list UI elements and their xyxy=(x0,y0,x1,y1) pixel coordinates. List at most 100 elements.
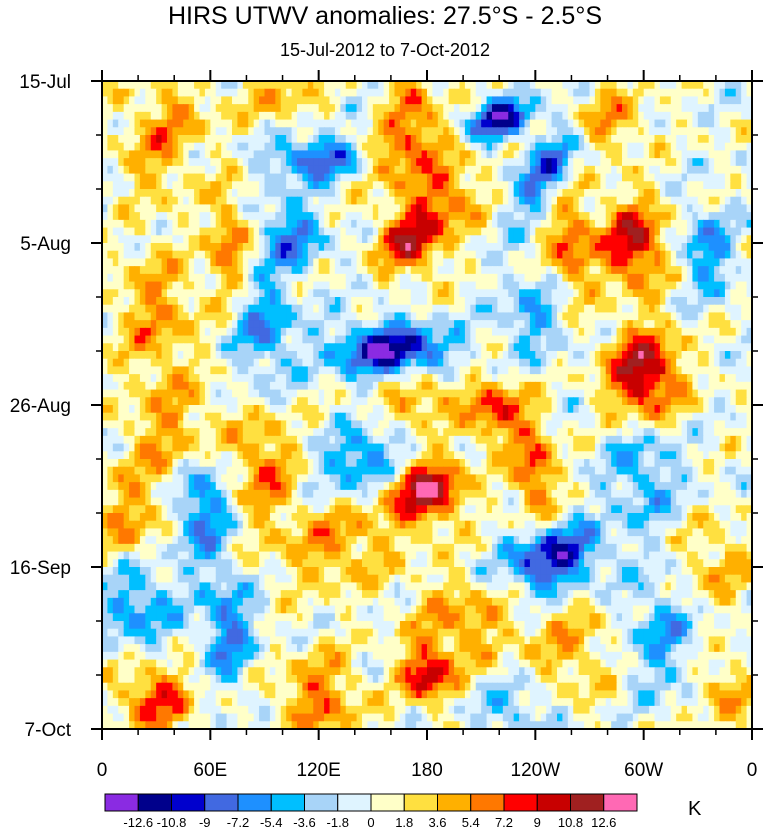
field-cell xyxy=(432,258,439,267)
field-cell xyxy=(199,111,206,121)
field-cell xyxy=(497,127,504,136)
field-cell xyxy=(427,212,434,221)
field-cell xyxy=(123,358,130,368)
field-cell xyxy=(129,281,136,290)
field-cell xyxy=(394,219,401,229)
field-cell xyxy=(492,204,499,213)
field-cell xyxy=(611,266,618,275)
field-cell xyxy=(627,173,634,182)
field-cell xyxy=(237,366,244,375)
field-cell xyxy=(600,312,607,321)
field-cell xyxy=(670,142,677,152)
field-cell xyxy=(378,204,385,213)
field-cell xyxy=(269,397,276,406)
field-cell xyxy=(741,227,748,236)
field-cell xyxy=(215,189,222,198)
field-cell xyxy=(632,181,639,190)
field-cell xyxy=(102,127,109,136)
field-cell xyxy=(259,281,266,290)
field-cell xyxy=(437,235,444,244)
field-cell xyxy=(627,327,634,337)
field-cell xyxy=(676,374,683,383)
field-cell xyxy=(134,327,141,337)
field-cell xyxy=(177,173,184,182)
field-cell xyxy=(194,104,201,113)
field-cell xyxy=(145,266,152,275)
field-cell xyxy=(416,281,423,290)
field-cell xyxy=(313,304,320,314)
field-cell xyxy=(432,281,439,290)
field-cell xyxy=(492,181,499,190)
field-cell xyxy=(697,381,704,391)
field-cell xyxy=(513,343,520,352)
field-cell xyxy=(432,196,439,206)
field-cell xyxy=(204,297,211,306)
field-cell xyxy=(470,343,477,352)
field-cell xyxy=(594,312,601,321)
field-cell xyxy=(486,351,493,360)
field-cell xyxy=(594,297,601,306)
field-cell xyxy=(318,304,325,314)
field-cell xyxy=(286,397,293,406)
field-cell xyxy=(242,320,249,329)
field-cell xyxy=(443,104,450,113)
field-cell xyxy=(492,312,499,321)
field-cell xyxy=(714,135,721,144)
field-cell xyxy=(454,173,461,182)
field-cell xyxy=(502,389,509,398)
field-cell xyxy=(605,281,612,290)
field-cell xyxy=(546,189,553,198)
field-cell xyxy=(649,158,656,167)
field-cell xyxy=(421,289,428,298)
field-cell xyxy=(345,366,352,375)
field-cell xyxy=(497,343,504,352)
field-cell xyxy=(275,266,282,275)
field-cell xyxy=(676,335,683,344)
field-cell xyxy=(134,150,141,159)
field-cell xyxy=(399,88,406,98)
field-cell xyxy=(416,165,423,175)
field-cell xyxy=(194,158,201,167)
field-cell xyxy=(329,219,336,229)
field-cell xyxy=(535,119,542,128)
field-cell xyxy=(714,81,721,90)
field-cell xyxy=(362,219,369,229)
field-cell xyxy=(177,212,184,221)
field-cell xyxy=(708,258,715,267)
field-cell xyxy=(329,165,336,175)
field-cell xyxy=(475,250,482,260)
field-cell xyxy=(145,104,152,113)
field-cell xyxy=(221,196,228,206)
field-cell xyxy=(188,327,195,337)
field-cell xyxy=(362,196,369,206)
field-cell xyxy=(134,343,141,352)
field-cell xyxy=(345,351,352,360)
field-cell xyxy=(454,250,461,260)
field-cell xyxy=(513,158,520,167)
field-cell xyxy=(264,243,271,252)
field-cell xyxy=(475,320,482,329)
field-cell xyxy=(329,366,336,375)
field-cell xyxy=(226,320,233,329)
field-cell xyxy=(578,212,585,221)
field-cell xyxy=(735,258,742,267)
field-cell xyxy=(427,219,434,229)
field-cell xyxy=(318,88,325,98)
field-cell xyxy=(264,335,271,344)
field-cell xyxy=(356,135,363,144)
field-cell xyxy=(351,127,358,136)
field-cell xyxy=(204,119,211,128)
field-cell xyxy=(118,243,125,252)
field-cell xyxy=(232,96,239,105)
field-cell xyxy=(464,111,471,121)
field-cell xyxy=(118,266,125,275)
field-cell xyxy=(134,358,141,368)
field-cell xyxy=(649,227,656,236)
field-cell xyxy=(649,181,656,190)
field-cell xyxy=(654,381,661,391)
field-cell xyxy=(291,297,298,306)
field-cell xyxy=(714,312,721,321)
field-cell xyxy=(237,250,244,260)
field-cell xyxy=(248,158,255,167)
field-cell xyxy=(129,297,136,306)
